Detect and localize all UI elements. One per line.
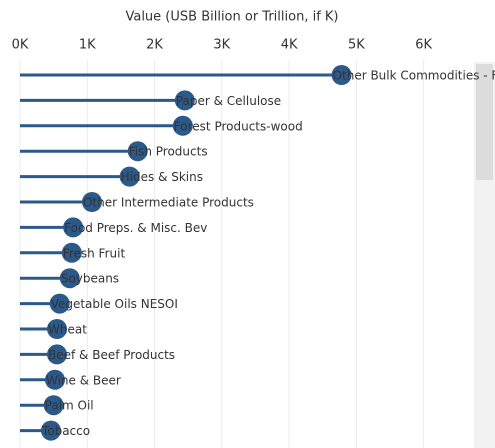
dot bbox=[43, 395, 64, 416]
dot bbox=[119, 166, 140, 187]
category-label: Beef & Beef Products bbox=[48, 348, 175, 362]
category-label: Paper & Cellulose bbox=[176, 94, 281, 108]
x-tick-label: 4K bbox=[281, 38, 298, 53]
dot bbox=[81, 192, 102, 212]
dot bbox=[63, 217, 84, 238]
dot bbox=[172, 115, 193, 136]
category-label: Palm Oil bbox=[45, 399, 94, 413]
dot bbox=[174, 90, 195, 111]
x-tick-label: 5K bbox=[348, 38, 365, 53]
x-tick-label: 3K bbox=[213, 38, 230, 53]
category-label: Wheat bbox=[48, 323, 87, 337]
dot bbox=[59, 268, 80, 289]
dot bbox=[49, 293, 70, 314]
category-label: Other Intermediate Products bbox=[83, 196, 254, 210]
scrollbar-thumb[interactable] bbox=[476, 64, 493, 180]
category-label: Tobacco bbox=[41, 424, 90, 438]
dot bbox=[127, 141, 148, 162]
x-tick-label: 6K bbox=[415, 38, 432, 53]
dot bbox=[44, 369, 65, 390]
dot bbox=[47, 344, 67, 365]
x-tick-label: 0K bbox=[12, 38, 29, 53]
category-label: Hides & Skins bbox=[121, 170, 203, 184]
category-label: Wine & Beer bbox=[46, 373, 121, 387]
category-label: Soybeans bbox=[61, 272, 119, 286]
category-label: Forest Products-wood bbox=[174, 119, 303, 133]
category-label: Fresh Fruit bbox=[63, 246, 126, 260]
category-label: Vegetable Oils NESOI bbox=[51, 297, 178, 311]
category-label: Other Bulk Commodities - Fibers bbox=[333, 69, 495, 83]
category-label: Fish Products bbox=[129, 145, 208, 159]
dot bbox=[40, 420, 61, 441]
x-tick-label: 2K bbox=[146, 38, 163, 53]
dot bbox=[61, 242, 82, 263]
category-label: Food Preps. & Misc. Bev bbox=[64, 221, 207, 235]
dot bbox=[331, 65, 352, 85]
axis-title: Value (USB Billion or Trillion, if K) bbox=[125, 10, 338, 25]
dot bbox=[47, 319, 67, 339]
x-tick-label: 1K bbox=[79, 38, 96, 53]
